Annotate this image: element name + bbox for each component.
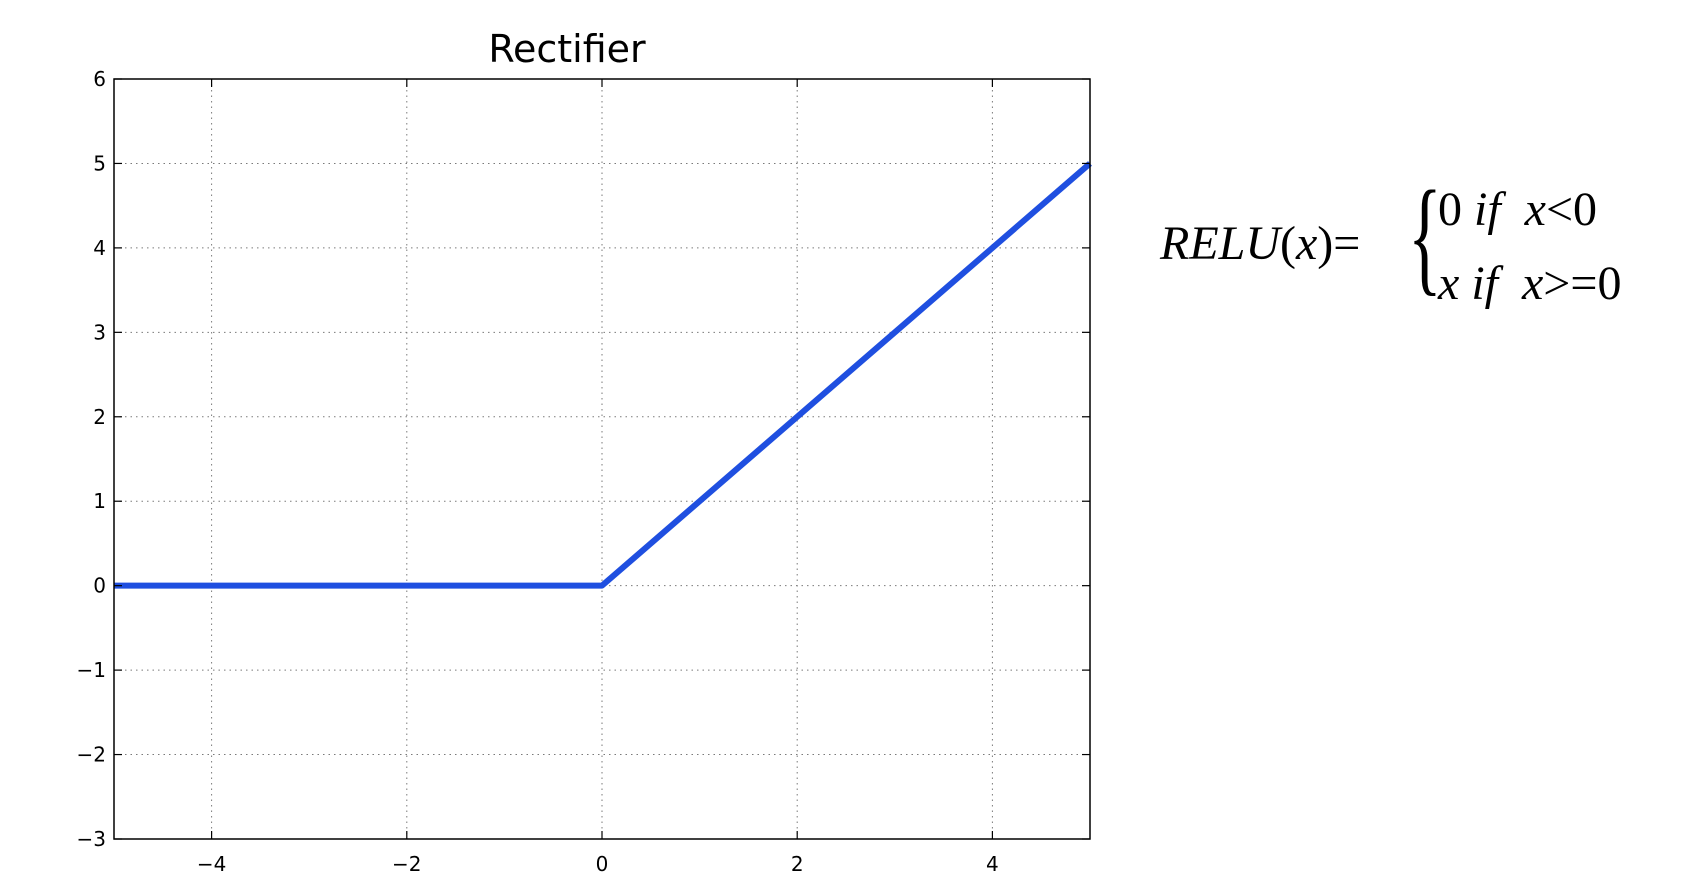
case1-cond: <0	[1545, 183, 1598, 236]
formula-lhs: RELU(x)=	[1160, 216, 1360, 271]
relu-formula: RELU(x)= { 0 if x<0 x if x>=0	[1160, 172, 1690, 330]
x-tick-label: −2	[392, 852, 421, 876]
formula-var: x	[1295, 217, 1318, 270]
formula-brace: {	[1408, 165, 1442, 307]
x-tick-label: 2	[791, 852, 804, 876]
chart-title: Rectifier	[488, 27, 646, 71]
y-tick-label: 5	[93, 151, 106, 175]
y-tick-label: 6	[93, 67, 106, 91]
y-tick-label: 0	[93, 574, 106, 598]
y-tick-label: 1	[93, 489, 106, 513]
case2-if: if	[1471, 257, 1498, 310]
formula-case-1: 0 if x<0	[1438, 182, 1597, 237]
formula-equals: =	[1333, 217, 1361, 270]
case2-value: x	[1438, 257, 1460, 310]
y-tick-label: −2	[77, 743, 106, 767]
x-tick-label: 0	[596, 852, 609, 876]
x-tick-label: 4	[986, 852, 999, 876]
grid-layer	[114, 78, 1090, 840]
formula-open-paren: (	[1280, 217, 1296, 270]
y-tick-label: 3	[93, 320, 106, 344]
tick-layer	[114, 78, 1090, 840]
y-tick-label: −1	[77, 658, 106, 682]
series-layer	[114, 161, 1092, 589]
case2-var: x	[1521, 257, 1544, 310]
rectifier-chart: −4 −2 0 2 4 −3 −2 −1 0 1 2 3 4 5 6 Rectifier	[77, 27, 1092, 876]
y-tick-label: −3	[77, 827, 106, 851]
formula-case-2: x if x>=0	[1438, 256, 1621, 311]
formula-func: RELU	[1160, 217, 1280, 270]
y-tick-label: 4	[93, 236, 106, 260]
case1-value: 0	[1438, 183, 1462, 236]
x-tick-label: −4	[197, 852, 226, 876]
formula-close-paren: )	[1317, 217, 1334, 270]
case1-var: x	[1524, 183, 1546, 236]
relu-series-line	[114, 161, 1092, 589]
y-tick-label: 2	[93, 405, 106, 429]
case1-if: if	[1474, 183, 1501, 236]
label-layer: −4 −2 0 2 4 −3 −2 −1 0 1 2 3 4 5 6	[77, 67, 999, 876]
case2-cond: >=0	[1543, 257, 1622, 310]
